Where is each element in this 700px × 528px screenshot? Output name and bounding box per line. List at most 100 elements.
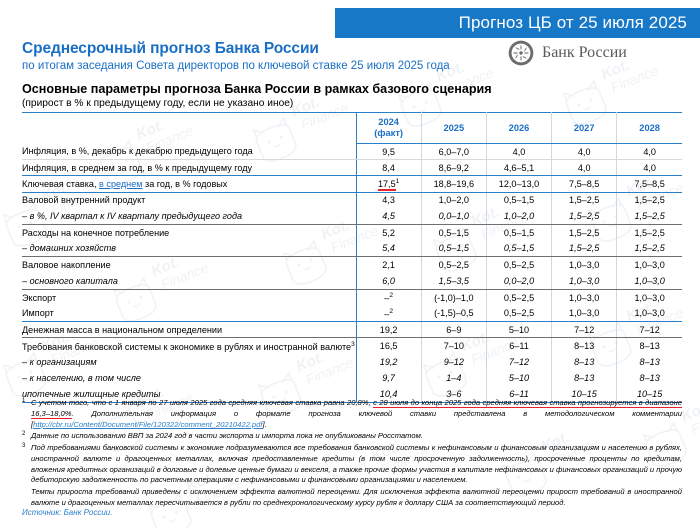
cell-2028: 1,5–2,5: [616, 240, 682, 258]
footnote-text: Темпы прироста требований приведены с ис…: [31, 487, 682, 508]
cell-2027: 7–12: [551, 321, 617, 339]
cell-2027: 1,0–3,0: [551, 305, 617, 323]
table-body: Инфляция, в %, декабрь к декабрю предыду…: [22, 143, 682, 404]
row-label: Расходы на конечное потребление: [22, 227, 170, 238]
footnote: Темпы прироста требований приведены с ис…: [22, 487, 682, 509]
cell-2024: 4,3: [355, 192, 422, 209]
cell-2028: 8–13: [616, 353, 682, 371]
footnote: 3 Под требованиями банковской системы к э…: [22, 443, 682, 486]
footnote-ref: 2: [389, 307, 393, 315]
row-label: Валовое накопление: [22, 260, 111, 271]
table-row: Импорт –2 (-1,5)–0,5 0,5–2,5 1,0–3,0 1,0–3,0: [22, 305, 682, 323]
footnote-marker: 3: [22, 443, 26, 450]
cell-2026: 5–10: [485, 321, 552, 339]
col-header-2026: 2026: [485, 112, 552, 144]
table-row: Инфляция, в среднем за год, в % к предыд…: [22, 159, 682, 177]
table-row: Денежная масса в национальном определени…: [22, 321, 682, 339]
cell-2028: 1,0–3,0: [616, 289, 682, 306]
cell-2027: 1,5–2,5: [551, 240, 617, 258]
source-line: Источник: Банк России.: [22, 508, 113, 517]
cell-2024: 16,5: [355, 337, 422, 354]
cell-2024: –2: [355, 289, 422, 306]
col-header-2028: 2028: [616, 112, 682, 144]
row-label: – домашних хозяйств: [22, 240, 357, 258]
page-title: Среднесрочный прогноз Банка России: [22, 40, 319, 57]
cell-2026: 7–12: [485, 353, 552, 371]
footnote-marker: 2: [22, 431, 26, 438]
footnote-ref: 2: [389, 292, 393, 300]
cell-2027: 4,0: [551, 159, 617, 177]
col-header-2027: 2027: [551, 112, 617, 144]
cell-2025: 3–6: [420, 386, 487, 404]
cell-2025: 1,5–3,5: [420, 273, 487, 290]
cell-2026: 0,5–1,5: [485, 240, 552, 258]
cell-2024: 8,4: [355, 159, 422, 177]
section-title: Основные параметры прогноза Банка России…: [22, 82, 492, 96]
cell-2024: 9,5: [355, 143, 422, 161]
cell-2028: 7–12: [616, 321, 682, 339]
row-label: Инфляция, в среднем за год, в % к предыд…: [22, 159, 357, 177]
highlighted-value: 17,5: [377, 179, 396, 192]
forecast-date-banner: Прогноз ЦБ от 25 июля 2025: [335, 8, 700, 38]
forecast-table-wrapper: 2024 (факт) 2025 2026 2027 2028 Инфляция, в %…: [22, 112, 682, 404]
row-label: – к организациям: [22, 357, 97, 368]
average-rate-link[interactable]: в среднем: [99, 178, 143, 189]
cell-2028: 1,0–3,0: [616, 305, 682, 323]
footnote-ref: 3: [351, 340, 355, 348]
row-label: Требования банковской системы к экономик…: [22, 340, 355, 352]
row-label: Экспорт: [22, 292, 57, 303]
footnote-text: Под требованиями банковской системы к эк…: [31, 443, 682, 485]
cell-2028: 1,5–2,5: [616, 192, 682, 209]
cell-2027: 8–13: [551, 353, 617, 371]
cell-2027: 1,5–2,5: [551, 208, 617, 225]
table-row: ипотечные жилищные кредиты 10,4 3–6 6–11 10–…: [22, 386, 682, 404]
cell-2026: 4,6–5,1: [485, 159, 552, 177]
cell-2024: 10,4: [355, 386, 422, 404]
cell-2028: 7,5–8,5: [616, 175, 682, 193]
col-header-year: 2027: [573, 122, 595, 133]
table-head: 2024 (факт) 2025 2026 2027 2028: [22, 112, 682, 144]
row-label: Импорт: [22, 305, 357, 323]
section-heading-block: Основные параметры прогноза Банка России…: [22, 82, 492, 109]
row-label: – основного капитала: [22, 273, 357, 290]
table-row: Инфляция, в %, декабрь к декабрю предыду…: [22, 143, 682, 161]
cell-2024: 17,51: [355, 175, 422, 193]
cell-2025: 0,0–1,0: [420, 208, 487, 225]
cell-2025: (-1,5)–0,5: [420, 305, 487, 323]
cell-2027: 10–15: [551, 386, 617, 404]
cell-2027: 8–13: [551, 370, 617, 387]
bank-of-russia-logo-text: Банк России: [542, 44, 627, 61]
footnote: 1 С учетом того, что с 1 января по 27 июл…: [22, 398, 682, 430]
row-label: ипотечные жилищные кредиты: [22, 386, 357, 404]
methodology-comment-link[interactable]: http://cbr.ru/Content/Document/File/1203…: [33, 419, 263, 429]
cell-2026: 0,5–1,5: [485, 224, 552, 241]
bank-of-russia-emblem-icon: [508, 40, 534, 66]
cell-2025: 0,5–2,5: [420, 256, 487, 273]
cell-2025: 0,5–1,5: [420, 224, 487, 241]
cell-2028: 1,0–3,0: [616, 256, 682, 273]
table-row: Ключевая ставка, в среднем за год, в % г…: [22, 175, 682, 193]
row-label: – в %, IV квартал к IV кварталу предыдущ…: [22, 208, 357, 225]
cell-2025: 6–9: [420, 321, 487, 339]
document-title-block: Среднесрочный прогноз Банка России по ит…: [22, 40, 450, 72]
cell-2025: 7–10: [420, 337, 487, 354]
banner-label: Прогноз ЦБ от 25 июля 2025: [458, 13, 687, 32]
cell-2024: 19,2: [355, 321, 422, 339]
cell-2024: 19,2: [355, 353, 422, 371]
table-row: – основного капитала 6,0 1,5–3,5 0,0–2,0 1,0…: [22, 273, 682, 290]
cell-2025: 6,0–7,0: [420, 143, 487, 161]
cell-2027: 7,5–8,5: [551, 175, 617, 193]
col-header-year: 2028: [639, 122, 660, 133]
bank-of-russia-logo: Банк России: [508, 40, 627, 66]
cell-2026: 12,0–13,0: [485, 175, 552, 193]
col-header-2024: 2024 (факт): [355, 112, 422, 144]
cell-2027: 8–13: [551, 337, 617, 354]
footnote-text: С учетом того, что с 1 января по 27 июля…: [31, 398, 374, 407]
cell-2026: 0,0–2,0: [485, 273, 552, 290]
cell-2025: 9–12: [420, 353, 487, 371]
table-row: Валовой внутренний продукт 4,3 1,0–2,0 0,5–…: [22, 192, 682, 209]
cell-2028: 1,0–3,0: [616, 273, 682, 290]
cell-2025: 18,8–19,6: [420, 175, 487, 193]
footnote-marker: 1: [22, 398, 26, 404]
